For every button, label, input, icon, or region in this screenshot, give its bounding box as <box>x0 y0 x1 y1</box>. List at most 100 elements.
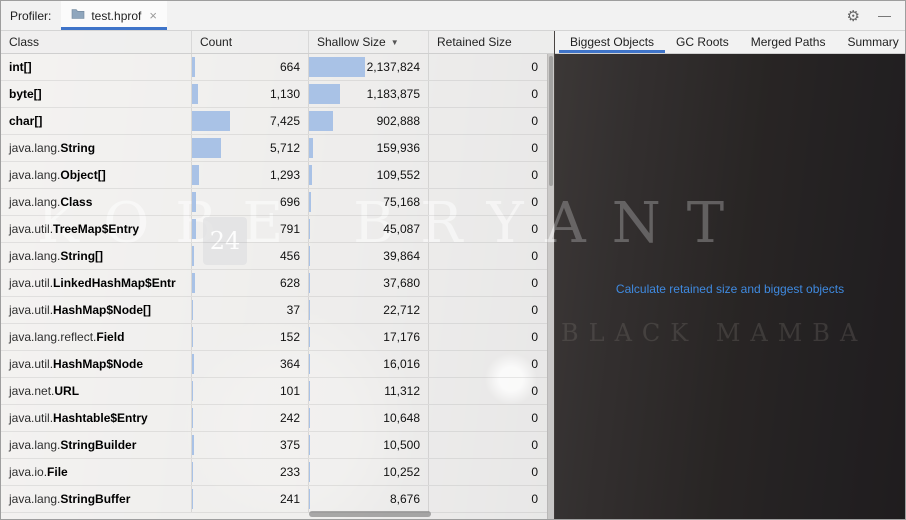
shallow-size-cell: 37,680 <box>308 270 428 296</box>
vertical-scrollbar-thumb[interactable] <box>549 56 553 186</box>
horizontal-scrollbar-thumb[interactable] <box>309 511 431 517</box>
table-row[interactable]: java.util. TreeMap$Entry 791 45,087 0 <box>1 216 547 243</box>
retained-size-value: 0 <box>531 195 538 209</box>
profiler-header-bar: Profiler: test.hprof × ⚙ — <box>1 1 905 31</box>
class-cell: byte[] <box>1 81 191 107</box>
class-cell: java.lang. Object[] <box>1 162 191 188</box>
class-cell: int[] <box>1 54 191 80</box>
class-package: java.lang. <box>9 492 61 506</box>
column-header-retained-size[interactable]: Retained Size <box>428 31 554 53</box>
count-histogram-bar <box>192 462 194 482</box>
shallow-size-value: 16,016 <box>383 357 420 371</box>
retained-size-value: 0 <box>531 87 538 101</box>
count-cell: 364 <box>191 351 308 377</box>
table-row[interactable]: java.lang. Class 696 75,168 0 <box>1 189 547 216</box>
count-histogram-bar <box>192 381 193 401</box>
column-header-count[interactable]: Count <box>191 31 308 53</box>
analysis-tab-summary[interactable]: Summary <box>847 35 899 49</box>
retained-size-value: 0 <box>531 249 538 263</box>
table-row[interactable]: java.lang.reflect. Field 152 17,176 0 <box>1 324 547 351</box>
wallpaper-text-mamba: BLACK MAMBA <box>561 319 868 347</box>
class-cell: java.lang. StringBuffer <box>1 486 191 512</box>
table-row[interactable]: java.lang. String 5,712 159,936 0 <box>1 135 547 162</box>
count-histogram-bar <box>192 138 222 158</box>
tab-test-hprof[interactable]: test.hprof × <box>61 1 167 30</box>
retained-size-cell: 0 <box>428 216 547 242</box>
shallow-size-histogram-bar <box>309 192 311 212</box>
minimize-icon[interactable]: — <box>878 8 891 23</box>
table-row[interactable]: java.util. Hashtable$Entry 242 10,648 0 <box>1 405 547 432</box>
retained-size-value: 0 <box>531 465 538 479</box>
retained-size-cell: 0 <box>428 135 547 161</box>
analysis-tab-biggest-objects[interactable]: Biggest Objects <box>559 31 666 53</box>
table-row[interactable]: int[] 664 2,137,824 0 <box>1 54 547 81</box>
shallow-size-histogram-bar <box>309 300 310 320</box>
table-row[interactable]: byte[] 1,130 1,183,875 0 <box>1 81 547 108</box>
table-row[interactable]: java.util. HashMap$Node 364 16,016 0 <box>1 351 547 378</box>
retained-size-cell: 0 <box>428 189 547 215</box>
count-histogram-bar <box>192 408 194 428</box>
shallow-size-value: 10,648 <box>383 411 420 425</box>
class-package: java.io. <box>9 465 48 479</box>
class-package: java.lang. <box>9 249 61 263</box>
class-name: File <box>47 465 68 479</box>
hprof-file-icon <box>71 8 85 23</box>
table-row <box>1 513 547 519</box>
shallow-size-histogram-bar <box>309 111 333 131</box>
shallow-size-histogram-bar <box>309 435 310 455</box>
class-name: byte[] <box>9 87 42 101</box>
shallow-size-cell: 39,864 <box>308 243 428 269</box>
count-cell: 7,425 <box>191 108 308 134</box>
retained-size-cell: 0 <box>428 270 547 296</box>
class-package: java.util. <box>9 222 54 236</box>
retained-size-value: 0 <box>531 168 538 182</box>
table-row[interactable]: java.util. HashMap$Node[] 37 22,712 0 <box>1 297 547 324</box>
table-row[interactable]: java.io. File 233 10,252 0 <box>1 459 547 486</box>
count-histogram-bar <box>192 300 193 320</box>
table-row[interactable]: java.lang. Object[] 1,293 109,552 0 <box>1 162 547 189</box>
shallow-size-cell: 1,183,875 <box>308 81 428 107</box>
column-header-shallow-size[interactable]: Shallow Size ▼ <box>308 31 428 53</box>
table-row[interactable]: java.lang. StringBuffer 241 8,676 0 <box>1 486 547 513</box>
shallow-size-histogram-bar <box>309 57 365 77</box>
column-header-class[interactable]: Class <box>1 31 191 53</box>
count-value: 242 <box>279 411 300 425</box>
shallow-size-cell: 17,176 <box>308 324 428 350</box>
shallow-size-value: 1,183,875 <box>366 87 420 101</box>
count-value: 375 <box>279 438 300 452</box>
count-value: 5,712 <box>269 141 300 155</box>
retained-size-cell: 0 <box>428 405 547 431</box>
count-value: 101 <box>279 384 300 398</box>
gear-icon[interactable]: ⚙ <box>846 7 860 25</box>
count-value: 628 <box>279 276 300 290</box>
column-header-retained-label: Retained Size <box>437 35 512 49</box>
retained-size-value: 0 <box>531 222 538 236</box>
retained-size-cell: 0 <box>428 108 547 134</box>
table-row[interactable]: java.lang. StringBuilder 375 10,500 0 <box>1 432 547 459</box>
count-value: 364 <box>279 357 300 371</box>
shallow-size-histogram-bar <box>309 462 310 482</box>
table-row[interactable]: char[] 7,425 902,888 0 <box>1 108 547 135</box>
shallow-size-histogram-bar <box>309 165 312 185</box>
retained-size-cell: 0 <box>428 378 547 404</box>
vertical-scrollbar[interactable] <box>547 54 554 519</box>
count-cell: 242 <box>191 405 308 431</box>
close-tab-icon[interactable]: × <box>149 8 157 23</box>
table-row[interactable]: java.lang. String[] 456 39,864 0 <box>1 243 547 270</box>
retained-size-cell: 0 <box>428 486 547 512</box>
horizontal-scrollbar[interactable] <box>1 511 547 517</box>
calculate-retained-size-link[interactable]: Calculate retained size and biggest obje… <box>615 282 845 296</box>
class-name: TreeMap$Entry <box>53 222 140 236</box>
retained-size-value: 0 <box>531 303 538 317</box>
shallow-size-histogram-bar <box>309 408 310 428</box>
table-row[interactable]: java.util. LinkedHashMap$Entr 628 37,680 0 <box>1 270 547 297</box>
heap-table: Class Count Shallow Size ▼ Retained Size… <box>1 31 554 519</box>
retained-size-value: 0 <box>531 330 538 344</box>
analysis-tab-gc-roots[interactable]: GC Roots <box>676 35 729 49</box>
shallow-size-value: 45,087 <box>383 222 420 236</box>
count-cell: 375 <box>191 432 308 458</box>
analysis-tab-merged-paths[interactable]: Merged Paths <box>750 35 826 49</box>
table-row[interactable]: java.net. URL 101 11,312 0 <box>1 378 547 405</box>
count-value: 241 <box>279 492 300 506</box>
